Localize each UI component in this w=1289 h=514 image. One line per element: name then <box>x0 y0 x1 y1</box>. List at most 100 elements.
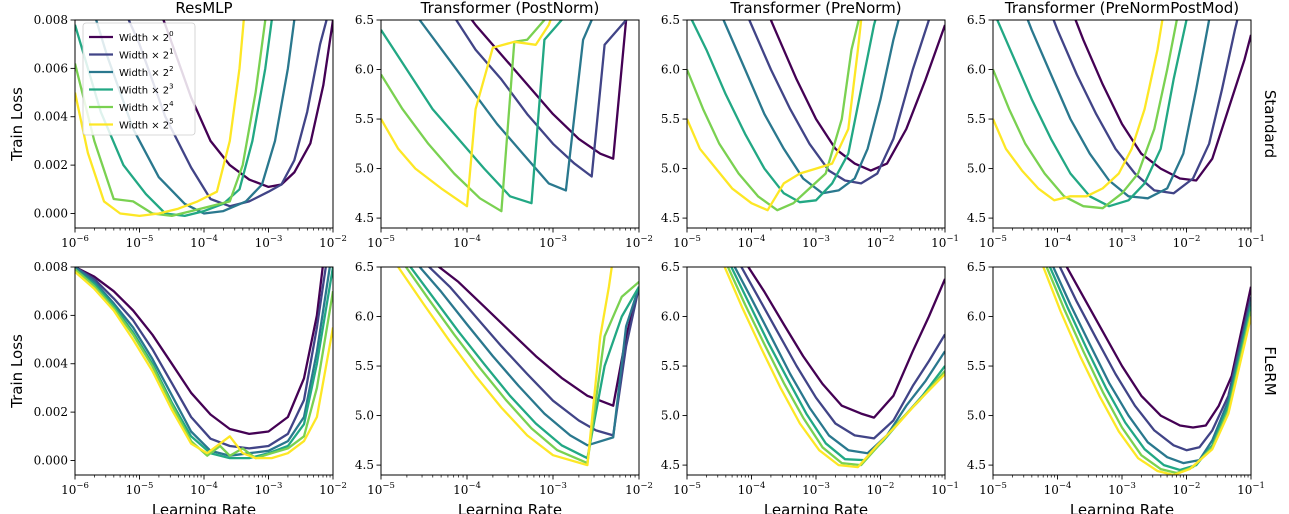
x-tick-label: 10−3 <box>1108 234 1136 250</box>
series-line-0 <box>1074 20 1251 182</box>
panel-title: Transformer (PreNorm) <box>729 0 901 17</box>
panel-0-2: 10−5 10−4 10−3 10−2 10−1 4.5 5.0 5.5 6.0 6.5 Trans… <box>661 0 959 250</box>
y-tick-label: 5.0 <box>355 409 374 423</box>
x-tick-label: 10−3 <box>539 234 567 250</box>
x-axis-label: Learning Rate <box>152 501 256 514</box>
y-tick-label: 5.0 <box>967 162 986 176</box>
x-tick-label: 10−1 <box>1237 481 1265 497</box>
y-tick-label: 6.0 <box>661 63 680 77</box>
series-line-4 <box>75 268 333 460</box>
series-line-1 <box>454 20 628 178</box>
series-line-4 <box>726 267 945 467</box>
y-tick-label: 5.0 <box>967 409 986 423</box>
y-tick-label: 0.004 <box>34 110 69 124</box>
series-line-2 <box>722 20 900 195</box>
series-line-4 <box>687 20 860 212</box>
x-tick-label: 10−4 <box>190 234 218 250</box>
y-tick-label: 0.004 <box>34 357 69 371</box>
y-tick-label: 4.5 <box>661 458 680 472</box>
series-line-4 <box>993 20 1178 210</box>
x-tick-label: 10−5 <box>126 481 154 497</box>
series-line-4 <box>404 267 639 465</box>
x-tick-label: 10−2 <box>1173 481 1201 497</box>
series-line-2 <box>733 267 945 455</box>
x-tick-label: 10−5 <box>367 481 395 497</box>
x-tick-label: 10−4 <box>190 481 218 497</box>
x-tick-label: 10−3 <box>1108 481 1136 497</box>
series-line-1 <box>748 20 931 185</box>
panel-title: Transformer (PostNorm) <box>420 0 600 17</box>
x-tick-label: 10−6 <box>61 234 89 250</box>
series-line-2 <box>418 20 593 192</box>
x-tick-label: 10−1 <box>1237 234 1265 250</box>
legend-entry: Width × 24 <box>119 100 174 114</box>
y-axis-label: Train Loss <box>8 87 26 162</box>
y-tick-label: 5.5 <box>355 359 374 373</box>
x-tick-label: 10−5 <box>979 234 1007 250</box>
y-tick-label: 5.5 <box>661 359 680 373</box>
y-tick-label: 6.5 <box>967 260 986 274</box>
y-tick-label: 0.006 <box>34 308 68 322</box>
series-line-0 <box>75 267 324 436</box>
y-tick-label: 4.5 <box>661 211 680 225</box>
series-line-0 <box>1065 267 1251 429</box>
y-tick-label: 0.002 <box>34 405 68 419</box>
y-tick-label: 0.006 <box>34 61 68 75</box>
y-tick-label: 0.002 <box>34 158 68 172</box>
y-tick-label: 0.008 <box>34 260 68 274</box>
x-tick-label: 10−4 <box>1044 481 1072 497</box>
y-tick-label: 5.5 <box>967 112 986 126</box>
series-line-5 <box>687 20 863 212</box>
series-line-5 <box>723 267 945 469</box>
y-tick-label: 0.000 <box>34 453 68 467</box>
y-tick-label: 6.0 <box>967 310 986 324</box>
y-tick-label: 0.008 <box>34 13 68 27</box>
x-tick-label: 10−2 <box>867 234 895 250</box>
y-tick-label: 5.0 <box>355 162 374 176</box>
y-tick-label: 5.5 <box>661 112 680 126</box>
series-line-2 <box>1052 267 1251 465</box>
x-tick-label: 10−5 <box>979 481 1007 497</box>
series-line-0 <box>470 20 628 160</box>
x-tick-label: 10−2 <box>1173 234 1201 250</box>
x-tick-label: 10−4 <box>453 234 481 250</box>
row-label: Standard <box>1261 90 1279 158</box>
plot-frame <box>380 19 640 229</box>
series-line-5 <box>75 20 245 218</box>
x-tick-label: 10−4 <box>738 481 766 497</box>
legend-entry: Width × 21 <box>119 48 174 62</box>
x-tick-label: 10−3 <box>802 481 830 497</box>
panel-title: Transformer (PreNormPostMod) <box>1004 0 1239 17</box>
x-tick-label: 10−2 <box>625 481 653 497</box>
series-line-4 <box>381 20 546 213</box>
panel-1-2: 10−5 10−4 10−3 10−2 10−1 4.5 5.0 5.5 6.0 6.5 Learn… <box>661 260 959 514</box>
series-line-3 <box>690 20 877 204</box>
series-line-3 <box>409 267 639 460</box>
x-tick-label: 10−5 <box>367 234 395 250</box>
y-tick-label: 5.5 <box>967 359 986 373</box>
x-tick-label: 10−2 <box>625 234 653 250</box>
series-line-1 <box>1052 20 1239 195</box>
x-axis-label: Learning Rate <box>458 501 562 514</box>
x-tick-label: 10−5 <box>673 234 701 250</box>
x-tick-label: 10−6 <box>61 481 89 497</box>
series-line-3 <box>996 20 1188 208</box>
series-line-5 <box>397 267 613 467</box>
series-line-3 <box>730 267 945 462</box>
y-tick-label: 6.0 <box>355 63 374 77</box>
series-line-3 <box>1048 267 1251 472</box>
y-tick-label: 6.0 <box>355 310 374 324</box>
panel-1-1: 10−5 10−4 10−3 10−2 4.5 5.0 5.5 6.0 6.5 Learning … <box>355 260 653 514</box>
panel-title: ResMLP <box>175 0 232 17</box>
x-tick-label: 10−4 <box>738 234 766 250</box>
y-tick-label: 4.5 <box>967 211 986 225</box>
y-tick-label: 4.5 <box>355 458 374 472</box>
y-tick-label: 4.5 <box>967 458 986 472</box>
plot-frame <box>380 266 640 476</box>
plot-frame <box>686 19 946 229</box>
y-tick-label: 5.0 <box>661 409 680 423</box>
x-axis-label: Learning Rate <box>1070 501 1174 514</box>
legend-entry: Width × 25 <box>119 118 174 132</box>
series-line-5 <box>75 270 333 460</box>
